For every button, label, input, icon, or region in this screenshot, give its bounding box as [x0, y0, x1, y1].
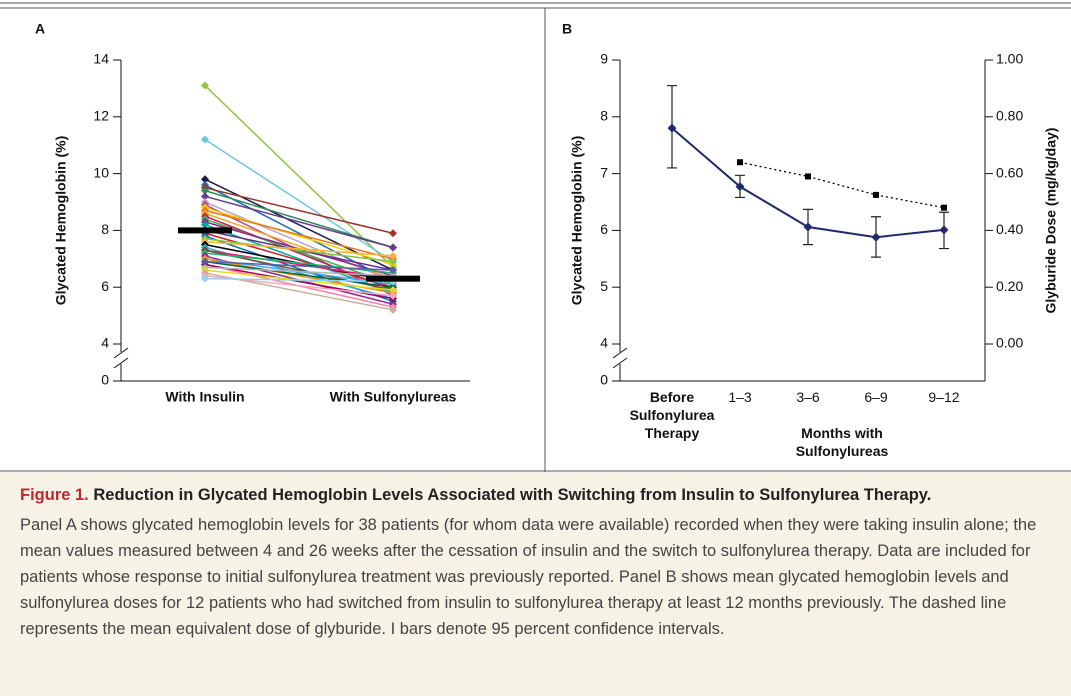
x-tick-label: With Sulfonylureas: [330, 389, 457, 405]
y2-tick-label: 0.80: [996, 108, 1023, 124]
patient-line: [204, 212, 394, 280]
patient-marker: [389, 286, 397, 295]
marker: [939, 225, 949, 235]
y2-axis-label: Glyburide Dose (mg/kg/day): [1043, 128, 1059, 314]
y-tick-label: 8: [600, 108, 608, 124]
patient-marker: [389, 266, 397, 275]
patient-line: [204, 206, 394, 266]
y-tick-label: 7: [600, 164, 608, 180]
y-tick-label: 0: [101, 372, 109, 388]
y2-tick-label: 1.00: [996, 51, 1023, 67]
axis-break: [612, 347, 628, 359]
patient-line: [204, 184, 394, 283]
patient-marker: [201, 257, 209, 266]
x-tick-label: 6–9: [864, 389, 888, 405]
patient-marker: [201, 81, 209, 90]
y2-tick-label: 0.60: [996, 164, 1023, 180]
patient-line: [204, 260, 394, 271]
y-tick-label: 0: [600, 372, 608, 388]
y-axis-label: Glycated Hemoglobin (%): [53, 136, 69, 306]
caption-title: Reduction in Glycated Hemoglobin Levels …: [93, 486, 932, 504]
mean-bar: [366, 275, 420, 282]
patient-marker: [389, 257, 397, 266]
y2-tick-label: 0.20: [996, 278, 1023, 294]
patient-marker: [389, 229, 397, 238]
patient-line: [204, 238, 394, 263]
y-tick-label: 4: [600, 335, 608, 351]
x-tick-label: 9–12: [928, 389, 959, 405]
patient-line: [204, 241, 394, 257]
x-tick-label: 3–6: [796, 389, 820, 405]
patient-line: [204, 252, 394, 274]
panel-label: B: [562, 21, 572, 37]
patient-marker: [389, 251, 397, 260]
patient-marker: [201, 186, 209, 195]
patient-marker: [201, 192, 209, 201]
x-tick-label: With Insulin: [165, 389, 244, 405]
y-tick-label: 4: [101, 335, 109, 351]
x-tick-label: Before Sulfonylurea Therapy: [630, 389, 715, 441]
y-tick-label: 5: [600, 278, 608, 294]
caption: Figure 1. Reduction in Glycated Hemoglob…: [0, 472, 1071, 696]
patient-line: [204, 260, 394, 288]
marker: [871, 232, 881, 242]
y-tick-label: 14: [93, 51, 109, 67]
patient-marker: [201, 175, 209, 184]
marker: [735, 182, 745, 192]
marker: [667, 123, 677, 133]
axis-break-gap: [616, 352, 624, 364]
patient-line: [204, 209, 394, 260]
axis-break: [612, 357, 628, 369]
patient-line: [204, 266, 394, 277]
panel-label: A: [35, 21, 45, 37]
marker: [803, 222, 813, 232]
x-axis-label: Months with Sulfonylureas: [796, 425, 889, 459]
x-tick-label: 1–3: [728, 389, 752, 405]
y-tick-label: 6: [600, 221, 608, 237]
marker: [941, 204, 947, 211]
axis-break: [113, 347, 129, 359]
figure-label: Figure 1.: [20, 486, 89, 504]
y2-tick-label: 0.40: [996, 221, 1023, 237]
patient-marker: [201, 135, 209, 144]
marker: [805, 173, 811, 180]
patient-line: [204, 187, 394, 234]
patient-marker: [389, 243, 397, 252]
y-tick-label: 12: [93, 108, 109, 124]
caption-body: Panel A shows glycated hemoglobin levels…: [20, 516, 1037, 638]
series-line: [739, 161, 945, 209]
marker: [737, 159, 743, 166]
patient-line: [204, 277, 394, 283]
mean-bar: [178, 227, 232, 234]
patient-line: [204, 85, 394, 268]
axis-break: [113, 357, 129, 369]
marker: [873, 191, 879, 198]
patient-marker: [201, 274, 209, 283]
axis-break-gap: [117, 352, 125, 364]
patient-line: [204, 138, 394, 263]
patient-line: [204, 189, 394, 249]
patient-marker: [389, 291, 397, 300]
patient-marker: [389, 305, 397, 314]
y-axis-label: Glycated Hemoglobin (%): [569, 136, 585, 306]
patient-marker: [201, 220, 209, 229]
y-tick-label: 9: [600, 51, 608, 67]
y-tick-label: 8: [101, 221, 109, 237]
y-tick-label: 6: [101, 278, 109, 294]
y2-tick-label: 0.00: [996, 335, 1023, 351]
figure: A 0 4 6 8 10 12 14 Glycated Hemoglobin (%) With I…: [0, 2, 1071, 472]
y-tick-label: 10: [93, 164, 109, 180]
patient-line: [204, 195, 394, 249]
